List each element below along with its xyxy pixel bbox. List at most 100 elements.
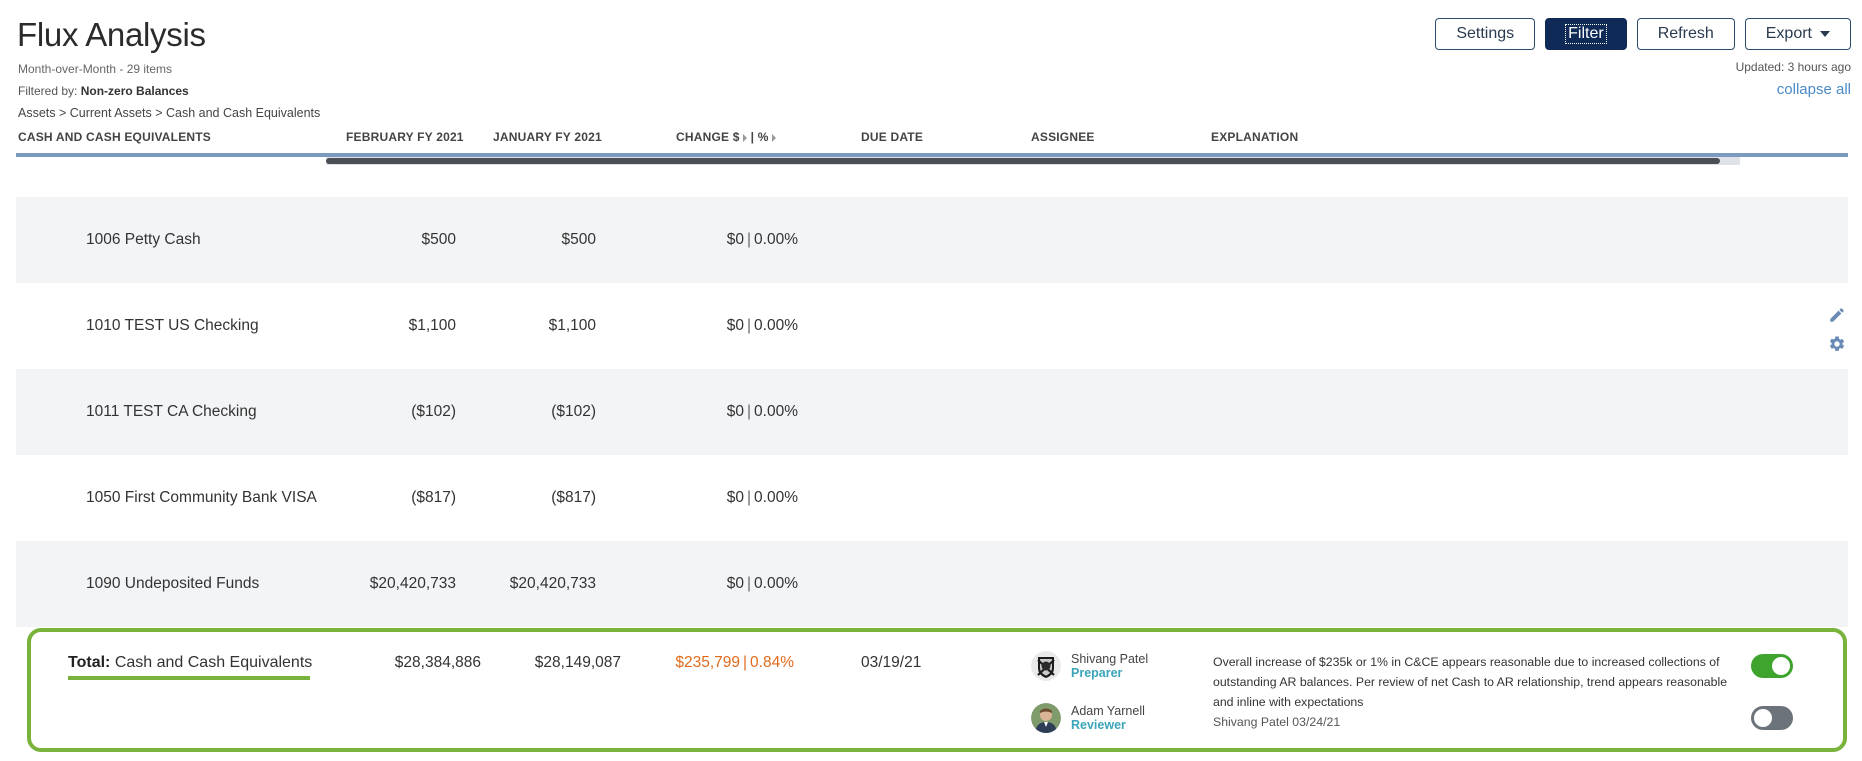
account-name: 1010 TEST US Checking bbox=[86, 317, 259, 334]
feb-value: ($817) bbox=[411, 489, 456, 506]
col-change-dollar: CHANGE $ bbox=[676, 130, 740, 144]
total-underline bbox=[68, 676, 310, 680]
table-row[interactable]: 1010 TEST US Checking $1,100 $1,100 $0 | 0… bbox=[16, 283, 1848, 369]
change-separator: | bbox=[747, 403, 752, 420]
total-row[interactable]: Total: Cash and Cash Equivalents $28,384… bbox=[27, 628, 1847, 752]
export-button[interactable]: Export bbox=[1744, 18, 1851, 50]
change-dollar: $0 bbox=[726, 489, 745, 506]
toggle-knob bbox=[1772, 657, 1790, 675]
row-actions bbox=[1828, 306, 1846, 358]
gear-icon[interactable] bbox=[1828, 335, 1846, 358]
change-separator: | bbox=[747, 575, 752, 592]
change-separator: | bbox=[747, 317, 752, 334]
table-header: CASH AND CASH EQUIVALENTS FEBRUARY FY 20… bbox=[0, 130, 1862, 150]
col-explanation[interactable]: EXPLANATION bbox=[1211, 130, 1299, 144]
preparer-info: Shivang Patel Preparer bbox=[1071, 652, 1148, 680]
col-due-date[interactable]: DUE DATE bbox=[861, 130, 924, 144]
total-due-date: 03/19/21 bbox=[861, 654, 922, 671]
total-label: Total: Cash and Cash Equivalents bbox=[68, 654, 312, 672]
toolbar: Settings Filter Refresh Export bbox=[1435, 18, 1851, 50]
collapse-all-link[interactable]: collapse all bbox=[1776, 81, 1851, 98]
col-account[interactable]: CASH AND CASH EQUIVALENTS bbox=[18, 130, 212, 144]
change-dollar: $0 bbox=[726, 575, 745, 592]
col-change-pct: % bbox=[757, 130, 769, 144]
breadcrumb: Assets > Current Assets > Cash and Cash … bbox=[18, 106, 321, 120]
change-dollar: $0 bbox=[726, 403, 745, 420]
jan-value: $1,100 bbox=[548, 317, 596, 334]
change-value: $0 | 0.00% bbox=[576, 369, 798, 455]
caret-down-icon bbox=[1820, 31, 1830, 37]
jan-value: ($102) bbox=[551, 403, 596, 420]
table-row[interactable]: 1011 TEST CA Checking ($102) ($102) $0 | 0… bbox=[16, 369, 1848, 455]
horizontal-scrollbar-thumb[interactable] bbox=[326, 158, 1720, 164]
preparer[interactable]: Shivang Patel Preparer bbox=[1031, 651, 1148, 681]
page-title: Flux Analysis bbox=[17, 16, 206, 53]
feb-value: $20,420,733 bbox=[369, 575, 456, 592]
filter-button-label: Filter bbox=[1565, 24, 1607, 44]
filter-prefix: Filtered by: bbox=[18, 84, 78, 98]
preparer-signoff-toggle[interactable] bbox=[1751, 654, 1793, 678]
change-separator: | bbox=[747, 231, 752, 248]
change-dollar: $0 bbox=[726, 231, 745, 248]
col-february[interactable]: FEBRUARY FY 2021 bbox=[346, 130, 464, 144]
total-prefix: Total: bbox=[68, 654, 111, 671]
feb-value: $1,100 bbox=[408, 317, 456, 334]
change-dollar: $0 bbox=[726, 317, 745, 334]
photo-avatar bbox=[1031, 703, 1061, 733]
change-pct: 0.00% bbox=[754, 403, 798, 420]
feb-value: ($102) bbox=[411, 403, 456, 420]
jan-value: $20,420,733 bbox=[509, 575, 596, 592]
reviewer-name: Adam Yarnell bbox=[1071, 704, 1145, 718]
table-row[interactable]: 1090 Undeposited Funds $20,420,733 $20,4… bbox=[16, 541, 1848, 627]
col-change[interactable]: CHANGE $ | % bbox=[676, 130, 780, 144]
preparer-name: Shivang Patel bbox=[1071, 652, 1149, 666]
raiders-logo-avatar bbox=[1031, 651, 1061, 681]
sort-arrow-icon[interactable] bbox=[771, 133, 776, 142]
explanation-text[interactable]: Overall increase of $235k or 1% in C&CE … bbox=[1213, 655, 1728, 709]
filter-button[interactable]: Filter bbox=[1545, 18, 1627, 50]
reviewer-signoff-toggle[interactable] bbox=[1751, 706, 1793, 730]
table-row[interactable]: 1050 First Community Bank VISA ($817) ($… bbox=[16, 455, 1848, 541]
total-name: Cash and Cash Equivalents bbox=[114, 654, 313, 671]
reviewer[interactable]: Adam Yarnell Reviewer bbox=[1031, 703, 1145, 733]
preparer-role: Preparer bbox=[1071, 666, 1123, 680]
change-separator: | bbox=[743, 654, 748, 671]
col-change-sep: | bbox=[750, 130, 755, 144]
jan-value: $500 bbox=[561, 231, 596, 248]
jan-value: ($817) bbox=[551, 489, 596, 506]
sort-arrow-icon[interactable] bbox=[742, 133, 747, 142]
feb-value: $500 bbox=[421, 231, 456, 248]
reviewer-role: Reviewer bbox=[1071, 718, 1126, 732]
updated-timestamp: Updated: 3 hours ago bbox=[1735, 60, 1851, 74]
reviewer-info: Adam Yarnell Reviewer bbox=[1071, 704, 1145, 732]
total-feb-value: $28,384,886 bbox=[394, 654, 481, 671]
filter-value: Non-zero Balances bbox=[80, 84, 189, 98]
settings-button[interactable]: Settings bbox=[1435, 18, 1536, 50]
col-january[interactable]: JANUARY FY 2021 bbox=[493, 130, 602, 144]
account-name: 1090 Undeposited Funds bbox=[86, 575, 260, 592]
change-value: $0 | 0.00% bbox=[576, 197, 798, 283]
change-value: $0 | 0.00% bbox=[576, 455, 798, 541]
account-name: 1050 First Community Bank VISA bbox=[86, 489, 317, 506]
explanation-author: Shivang Patel 03/24/21 bbox=[1213, 715, 1341, 729]
change-value: $0 | 0.00% bbox=[576, 283, 798, 369]
table-row[interactable]: 1006 Petty Cash $500 $500 $0 | 0.00% bbox=[16, 197, 1848, 283]
total-change-pct: 0.84% bbox=[750, 654, 794, 671]
change-separator: | bbox=[747, 489, 752, 506]
pencil-icon[interactable] bbox=[1828, 306, 1846, 329]
toggle-knob bbox=[1754, 709, 1772, 727]
refresh-button[interactable]: Refresh bbox=[1636, 18, 1735, 50]
change-pct: 0.00% bbox=[754, 575, 798, 592]
change-pct: 0.00% bbox=[754, 317, 798, 334]
account-name: 1011 TEST CA Checking bbox=[86, 403, 257, 420]
header-divider bbox=[16, 153, 1848, 157]
col-assignee[interactable]: ASSIGNEE bbox=[1031, 130, 1095, 144]
export-button-label: Export bbox=[1765, 25, 1812, 42]
total-jan-value: $28,149,087 bbox=[534, 654, 621, 671]
page-subtitle: Month-over-Month - 29 items bbox=[18, 62, 173, 76]
filter-summary: Filtered by: Non-zero Balances bbox=[18, 84, 189, 98]
total-change-value: $235,799 | 0.84% bbox=[601, 654, 794, 672]
total-change-dollar: $235,799 bbox=[675, 654, 741, 671]
change-pct: 0.00% bbox=[754, 489, 798, 506]
change-value: $0 | 0.00% bbox=[576, 541, 798, 627]
